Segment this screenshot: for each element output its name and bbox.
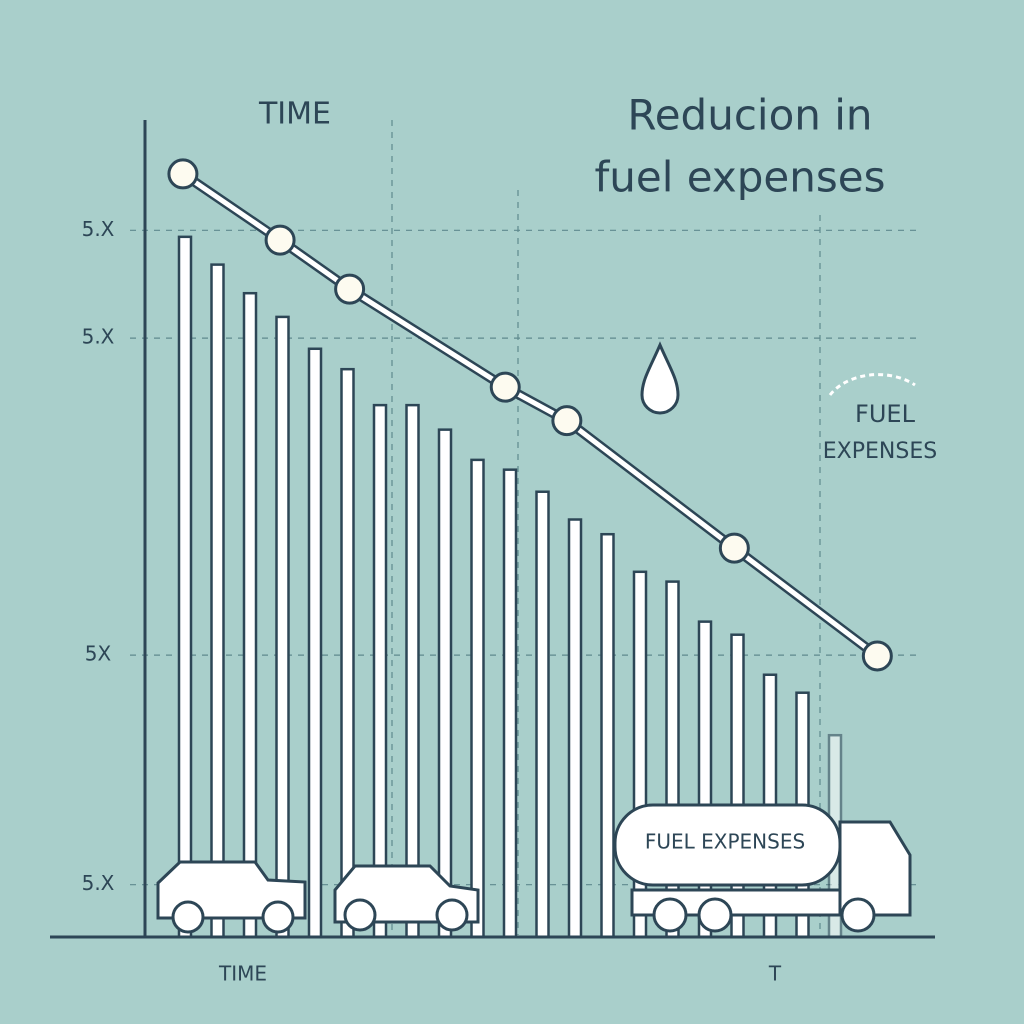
fuel-drop-icon <box>640 341 680 415</box>
y-tick-label: 5.X <box>82 217 115 241</box>
title: Reducion in <box>627 91 872 140</box>
bar <box>210 263 225 939</box>
y-tick-label: 5X <box>85 642 112 666</box>
bar <box>372 403 388 939</box>
car <box>156 860 307 934</box>
annotation: T <box>768 962 782 986</box>
line-point <box>718 532 750 564</box>
annotation: TIME <box>218 962 267 986</box>
line-point <box>334 273 366 305</box>
annotation: TIME <box>258 97 331 132</box>
line-point <box>167 158 199 190</box>
bar <box>502 468 518 939</box>
bar <box>535 490 550 939</box>
bar <box>340 367 355 939</box>
truck <box>613 803 912 933</box>
annotation: FUEL <box>855 400 916 428</box>
car <box>333 864 480 932</box>
bar <box>405 403 420 939</box>
y-tick-label: 5.X <box>82 325 115 349</box>
bar <box>470 458 485 939</box>
bar <box>242 291 258 939</box>
line-point <box>861 640 893 672</box>
title: fuel expenses <box>595 153 886 202</box>
line-point <box>264 224 296 256</box>
bar <box>177 235 193 939</box>
line-point <box>551 405 583 437</box>
annotation: EXPENSES <box>823 439 937 464</box>
annotation: FUEL EXPENSES <box>645 830 805 854</box>
bar <box>307 347 323 939</box>
line-point <box>489 371 521 403</box>
bar <box>600 532 615 939</box>
y-tick-label: 5.X <box>82 871 115 895</box>
bar <box>275 315 290 939</box>
gauge-icon <box>828 373 916 396</box>
bar <box>567 518 583 939</box>
bar <box>437 428 453 939</box>
